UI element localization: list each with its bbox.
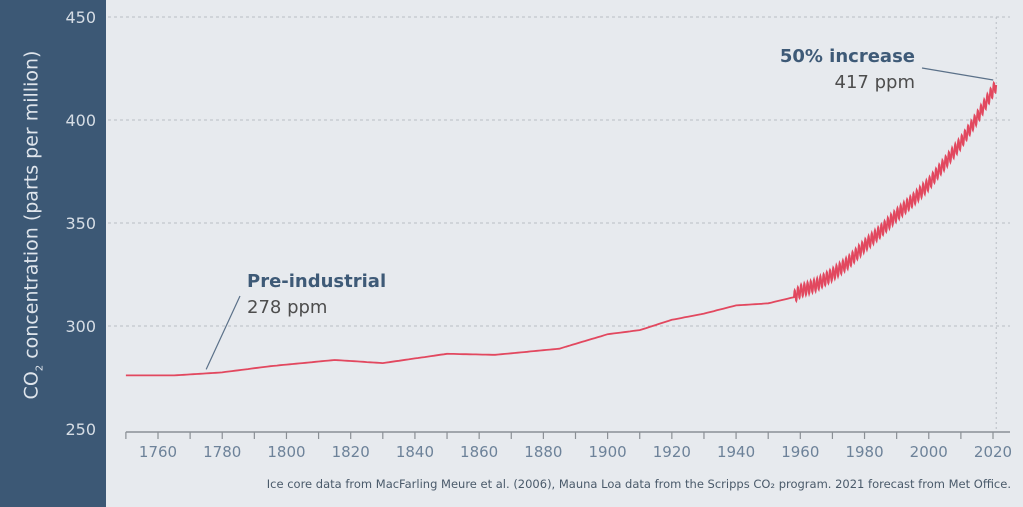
x-tick-label: 1840	[396, 443, 434, 461]
x-tick-label: 1980	[845, 443, 883, 461]
x-tick-label: 1920	[653, 443, 691, 461]
x-tick-label: 1780	[203, 443, 241, 461]
x-tick-label: 1860	[460, 443, 498, 461]
x-tick-label: 1800	[267, 443, 305, 461]
co2-series-line	[125, 80, 998, 377]
annotation-value: 278 ppm	[247, 297, 327, 318]
y-tick-label: 450	[65, 8, 96, 27]
annotation-leader-line	[205, 295, 241, 370]
y-tick-label: 300	[65, 317, 96, 336]
x-tick-label: 1880	[524, 443, 562, 461]
y-tick-label: 400	[65, 111, 96, 130]
x-tick-label: 1940	[717, 443, 755, 461]
y-axis-panel: CO2 concentration (parts per million)	[0, 0, 106, 507]
y-tick-label: 350	[65, 214, 96, 233]
annotation-title: 50% increase	[780, 46, 915, 67]
annotation-leader-line	[921, 67, 994, 81]
x-tick-label: 1900	[589, 443, 627, 461]
y-tick-label: 250	[65, 420, 96, 439]
annotation-value: 417 ppm	[835, 72, 915, 93]
x-tick-label: 1960	[781, 443, 819, 461]
x-tick-label: 2020	[974, 443, 1012, 461]
x-tick-label: 1820	[332, 443, 370, 461]
annotation-title: Pre-industrial	[247, 271, 386, 292]
x-tick-label: 1760	[139, 443, 177, 461]
source-note: Ice core data from MacFarling Meure et a…	[266, 477, 1011, 491]
x-tick-label: 2000	[910, 443, 948, 461]
